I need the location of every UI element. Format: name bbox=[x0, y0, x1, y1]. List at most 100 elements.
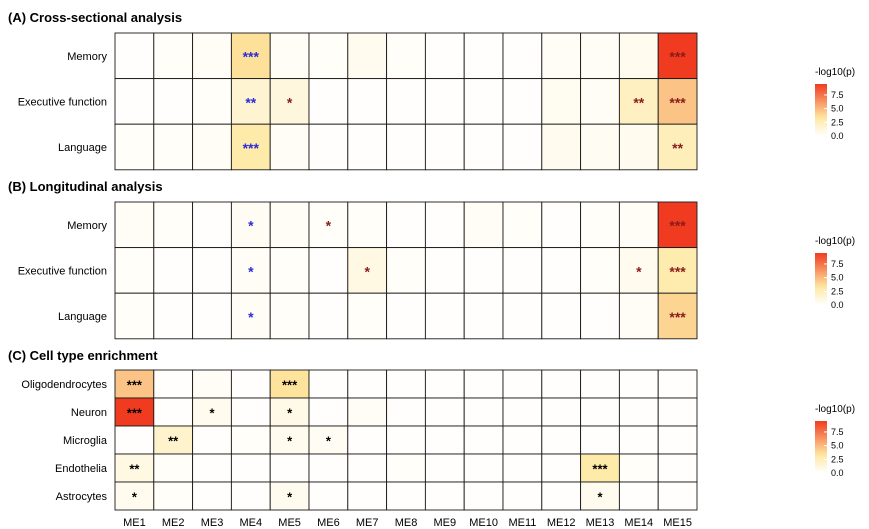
heatmap-cell bbox=[580, 292, 620, 340]
heatmap-cell bbox=[502, 78, 543, 125]
heatmap-cell bbox=[541, 201, 582, 249]
heatmap-cell bbox=[308, 481, 349, 511]
heatmap-cell bbox=[269, 247, 310, 294]
heatmap-cell bbox=[153, 425, 194, 455]
heatmap-cell bbox=[463, 425, 504, 455]
heatmap-cell bbox=[541, 32, 582, 80]
colorbar-legends: -log10(p) 7.5 5.0 2.5 0.0 -log10(p) 7.5 5.0 2.5 0… bbox=[815, 67, 855, 478]
heatmap-cell bbox=[580, 247, 620, 294]
heatmap-cell bbox=[618, 397, 659, 427]
significance-stars: *** bbox=[669, 263, 686, 279]
heatmap-cell bbox=[386, 397, 426, 427]
heatmap-cell bbox=[424, 78, 465, 125]
heatmap-cell bbox=[153, 78, 194, 125]
heatmap-cell bbox=[114, 201, 155, 249]
heatmap-cell bbox=[347, 292, 388, 340]
heatmap-cell bbox=[192, 369, 232, 399]
heatmap-cell bbox=[618, 32, 659, 80]
heatmap-cell bbox=[424, 397, 465, 427]
significance-stars: * bbox=[287, 405, 293, 420]
heatmap-cell bbox=[114, 78, 155, 125]
colorbar-tick-label: 7.5 bbox=[831, 427, 844, 437]
heatmap-cell bbox=[580, 481, 620, 511]
heatmap-cell bbox=[269, 32, 310, 80]
significance-stars: * bbox=[248, 263, 254, 279]
heatmap-cell bbox=[308, 201, 349, 249]
significance-stars: ** bbox=[245, 94, 256, 110]
heatmap-cell bbox=[269, 369, 310, 399]
column-label: ME12 bbox=[547, 517, 576, 529]
heatmap-cell bbox=[308, 397, 349, 427]
heatmap-cell bbox=[463, 201, 504, 249]
heatmap-cell bbox=[153, 123, 194, 171]
significance-stars: *** bbox=[592, 461, 608, 476]
row-label: Microglia bbox=[63, 435, 108, 447]
heatmap-cell bbox=[502, 453, 543, 483]
heatmap-cell bbox=[424, 369, 465, 399]
heatmap-cell bbox=[114, 292, 155, 340]
column-label: ME10 bbox=[469, 517, 498, 529]
significance-stars: *** bbox=[669, 218, 686, 234]
heatmap-cell bbox=[502, 425, 543, 455]
row-label: Language bbox=[58, 142, 107, 154]
heatmap-cell bbox=[153, 453, 194, 483]
heatmap-cell bbox=[386, 481, 426, 511]
colorbar bbox=[815, 253, 827, 305]
heatmap-cell bbox=[192, 292, 232, 340]
heatmap-cell bbox=[230, 78, 271, 125]
row-label: Memory bbox=[67, 220, 107, 232]
colorbar-tick-label: 0.0 bbox=[831, 300, 844, 310]
heatmap-cell bbox=[618, 481, 659, 511]
row-label: Executive function bbox=[18, 96, 107, 108]
heatmap-cell bbox=[269, 123, 310, 171]
significance-stars: *** bbox=[669, 49, 686, 65]
heatmap-cell bbox=[308, 453, 349, 483]
heatmap-cell bbox=[308, 247, 349, 294]
panel-title: (A) Cross-sectional analysis bbox=[8, 10, 182, 25]
colorbar bbox=[815, 84, 827, 136]
column-label: ME1 bbox=[123, 517, 146, 529]
heatmap-cell bbox=[192, 397, 232, 427]
heatmap-cell bbox=[657, 201, 698, 249]
heatmap-cell bbox=[580, 78, 620, 125]
heatmap-cell bbox=[308, 369, 349, 399]
heatmap-cell bbox=[618, 369, 659, 399]
significance-stars: * bbox=[326, 433, 332, 448]
significance-stars: * bbox=[287, 489, 293, 504]
heatmap-cell bbox=[463, 453, 504, 483]
heatmap-cell bbox=[192, 481, 232, 511]
heatmap-cell bbox=[541, 481, 582, 511]
column-label: ME9 bbox=[433, 517, 456, 529]
colorbar-tick-label: 5.0 bbox=[831, 104, 844, 114]
heatmap-cell bbox=[230, 425, 271, 455]
heatmap-cell bbox=[114, 247, 155, 294]
heatmap-cell bbox=[386, 123, 426, 171]
heatmap-cell bbox=[618, 292, 659, 340]
significance-stars: *** bbox=[243, 140, 260, 156]
heatmap-cell bbox=[386, 453, 426, 483]
significance-stars: *** bbox=[282, 377, 298, 392]
significance-stars: * bbox=[364, 263, 370, 279]
heatmap-cell bbox=[502, 292, 543, 340]
row-label: Endothelia bbox=[55, 463, 108, 475]
heatmap-cell bbox=[308, 78, 349, 125]
heatmap-cell bbox=[269, 201, 310, 249]
heatmap-cell bbox=[153, 292, 194, 340]
heatmap-cell bbox=[618, 425, 659, 455]
heatmap-cell bbox=[580, 369, 620, 399]
heatmap-cell bbox=[230, 481, 271, 511]
colorbar-legend-1: -log10(p) 7.5 5.0 2.5 0.0 bbox=[815, 67, 855, 141]
heatmap-cell bbox=[347, 369, 388, 399]
heatmap-cell bbox=[269, 292, 310, 340]
colorbar-legend-3: -log10(p) 7.5 5.0 2.5 0.0 bbox=[815, 404, 855, 478]
column-label: ME11 bbox=[508, 517, 536, 529]
heatmap-cell bbox=[114, 123, 155, 171]
heatmap-cell bbox=[230, 247, 271, 294]
heatmap-cell bbox=[153, 481, 194, 511]
colorbar-title: -log10(p) bbox=[815, 236, 855, 247]
heatmap-cell bbox=[386, 201, 426, 249]
heatmap-cell bbox=[192, 78, 232, 125]
heatmap-cell bbox=[308, 32, 349, 80]
